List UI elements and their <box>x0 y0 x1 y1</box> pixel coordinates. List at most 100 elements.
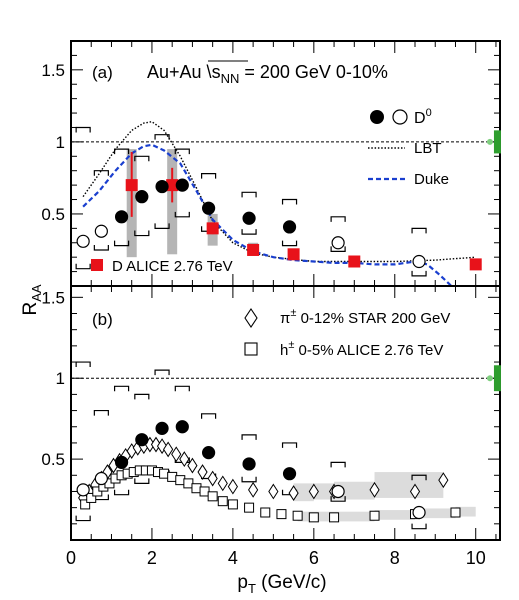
b-xtick-label: 0 <box>66 548 76 568</box>
legend-hadron-marker <box>244 342 258 356</box>
panel-b-label: (b) <box>92 310 113 329</box>
y-axis-label-sub: AA <box>29 284 44 302</box>
b-sys-bracket-bottom <box>113 489 130 496</box>
a-d0-point <box>331 236 345 250</box>
legend-hadron-label: h± 0-5% ALICE 2.76 TeV <box>280 339 443 359</box>
legend-alice-d-label: D ALICE 2.76 TeV <box>112 258 233 275</box>
pion-point <box>308 483 319 500</box>
title-sub: NN <box>221 71 240 86</box>
title-prefix: Au+Au <box>147 62 207 82</box>
x-axis-label-suffix: (GeV/c) <box>256 572 327 593</box>
b-sys-bracket-top <box>241 434 257 440</box>
hadron-sys-band <box>455 506 476 517</box>
hadron-point <box>329 512 340 523</box>
pion-point <box>409 483 421 500</box>
a-sys-bracket-bottom <box>241 229 257 235</box>
b-sys-bracket-top <box>281 442 298 448</box>
x-axis-label-main: p <box>237 572 248 593</box>
legend-pion-main: π <box>280 310 290 327</box>
a-sys-bracket-top <box>93 170 109 176</box>
b-sys-bracket-top <box>201 413 217 419</box>
a-sys-bracket-bottom <box>154 223 170 229</box>
b-ytick-label: 1 <box>56 369 65 388</box>
a-sys-bracket-top <box>201 172 217 179</box>
a-ytick-label: 1.5 <box>41 61 65 80</box>
legend-pion-marker <box>244 308 258 328</box>
a-sys-bracket-bottom <box>134 230 150 237</box>
a-d0-point <box>412 254 426 269</box>
pion-point <box>288 485 299 502</box>
title-root-symbol: \ <box>207 62 212 82</box>
a-d0-point <box>242 211 256 225</box>
a-sys-bracket-top <box>241 191 257 198</box>
alice-d-point <box>166 179 179 192</box>
a-d0-point <box>76 234 90 248</box>
hadron-point <box>260 507 271 518</box>
b-sys-bracket-top <box>174 385 190 392</box>
hadron-point <box>292 510 303 521</box>
b-d0-point <box>135 433 149 447</box>
a-sys-bracket-top <box>154 134 170 140</box>
a-sys-bracket-top <box>75 126 91 133</box>
a-sys-bracket-bottom <box>75 263 91 270</box>
a-d0-point <box>114 210 129 224</box>
a-sys-bracket-bottom <box>174 211 190 218</box>
b-xtick-label: 8 <box>390 548 400 568</box>
b-xtick-label: 6 <box>309 548 319 568</box>
panel-a-curves <box>82 120 476 287</box>
b-d0-point <box>412 505 426 520</box>
a-d0-point <box>135 190 149 204</box>
panel-a-legend <box>91 109 408 271</box>
a-ytick-label: 0.5 <box>41 205 65 224</box>
b-sys-bracket-top <box>411 474 427 481</box>
hadron-sys-band <box>374 510 416 520</box>
a-d0-point <box>282 220 297 234</box>
legend-hadron-sup: ± <box>288 339 294 351</box>
a-d0-point <box>202 201 216 215</box>
a-sys-bracket-bottom <box>330 246 346 253</box>
a-sys-bracket-bottom <box>281 240 298 247</box>
legend-duke-label: Duke <box>414 171 449 188</box>
legend-d0-main: D <box>414 110 426 127</box>
x-axis-label-sub: T <box>248 581 256 596</box>
pion-point <box>197 464 208 480</box>
hadron-point <box>207 491 218 502</box>
hadron-point <box>276 509 287 520</box>
pion-sys-band <box>334 481 375 500</box>
pion-point <box>248 481 259 498</box>
pion-point <box>163 441 174 458</box>
hadron-point <box>308 512 319 523</box>
a-sys-bracket-top <box>330 216 346 222</box>
alice-d-point <box>287 248 300 261</box>
alice-d-point <box>469 258 482 271</box>
b-sys-bracket-top <box>154 369 170 376</box>
b-d0-point <box>331 484 345 499</box>
panel-a: 0.5 1 1.5 (a) Au+Au \sNN = 200 GeV 0-10% D… <box>41 40 501 287</box>
b-d0-point <box>202 446 216 460</box>
a-sys-bracket-top <box>134 155 150 162</box>
pion-point <box>268 483 279 500</box>
alice-d-point <box>247 243 260 256</box>
alice-d-point <box>125 179 138 192</box>
hadron-point <box>86 492 97 503</box>
b-sys-bracket-top <box>93 409 109 416</box>
a-d0-point <box>94 224 108 238</box>
hadron-sys-band <box>415 508 456 519</box>
panel-b-points <box>76 420 461 523</box>
pion-point <box>227 478 238 495</box>
b-sys-bracket-top <box>113 385 130 392</box>
title-suffix: = 200 GeV 0-10% <box>239 62 388 82</box>
b-sys-bracket-bottom <box>330 496 346 502</box>
b-ytick-label: 0.5 <box>41 450 65 469</box>
a-sys-bracket-bottom <box>113 240 130 247</box>
legend-d0-sup: 0 <box>426 107 432 119</box>
panel-a-axes: 0.5 1 1.5 <box>41 41 501 286</box>
panel-b-legend <box>244 308 258 356</box>
a-ytick-label: 1 <box>56 133 65 152</box>
b-sys-bracket-bottom <box>241 476 257 483</box>
y-axis-label-main: R <box>20 302 41 316</box>
panel-a-title: Au+Au \sNN = 200 GeV 0-10% <box>147 62 388 86</box>
b-global-uncertainty-dot <box>486 375 493 382</box>
pion-point <box>369 481 380 498</box>
b-xtick-label: 4 <box>228 548 238 568</box>
